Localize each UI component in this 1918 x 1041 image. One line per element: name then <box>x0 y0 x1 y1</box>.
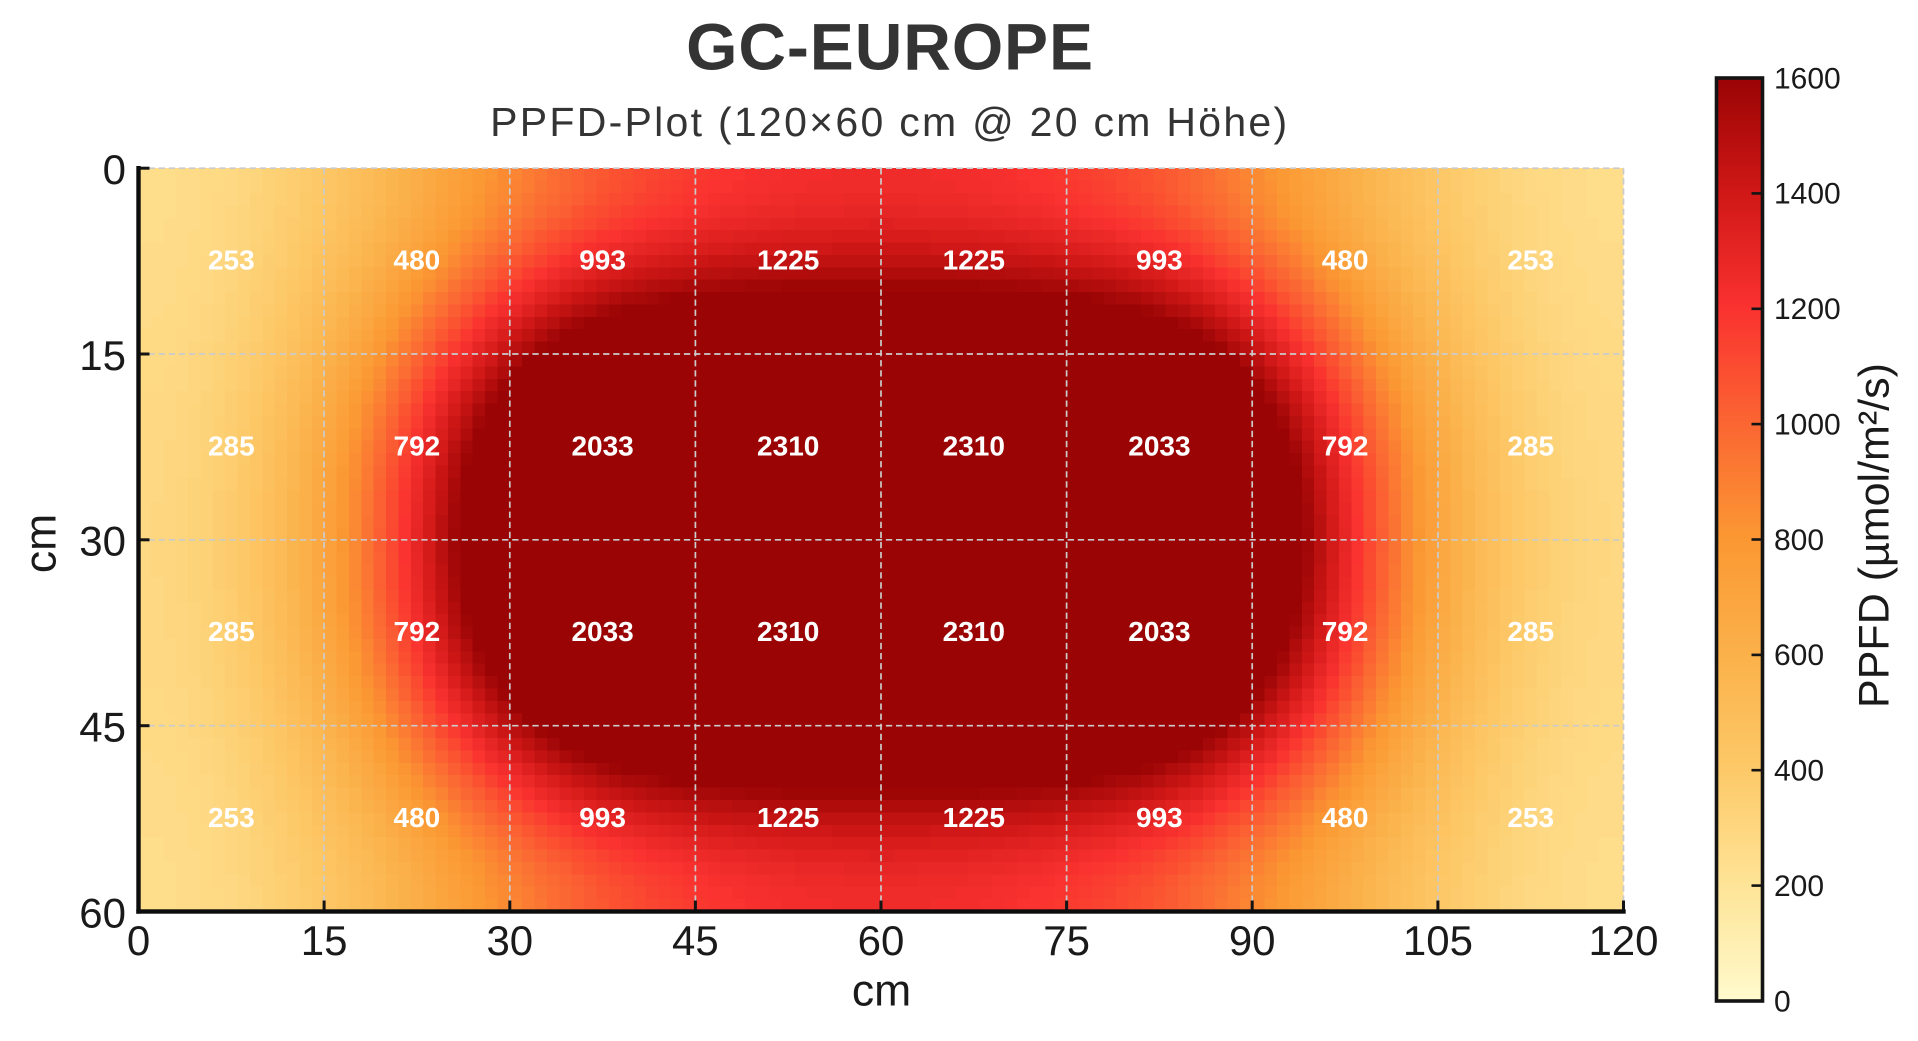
svg-text:2310: 2310 <box>943 616 1005 647</box>
svg-text:2310: 2310 <box>943 430 1005 461</box>
svg-text:2033: 2033 <box>1128 430 1190 461</box>
svg-text:30: 30 <box>79 518 126 565</box>
svg-text:105: 105 <box>1403 917 1473 964</box>
svg-text:PPFD-Plot (120×60 cm @ 20 cm H: PPFD-Plot (120×60 cm @ 20 cm Höhe) <box>490 99 1289 145</box>
svg-text:1225: 1225 <box>943 802 1005 833</box>
svg-text:1200: 1200 <box>1774 293 1841 326</box>
svg-text:1600: 1600 <box>1774 62 1841 95</box>
svg-text:60: 60 <box>858 917 905 964</box>
svg-text:cm: cm <box>852 967 911 1016</box>
svg-text:1000: 1000 <box>1774 408 1841 441</box>
svg-text:792: 792 <box>394 430 441 461</box>
svg-text:993: 993 <box>579 245 626 276</box>
svg-text:792: 792 <box>394 616 441 647</box>
svg-text:0: 0 <box>103 146 126 193</box>
svg-text:1225: 1225 <box>757 245 819 276</box>
svg-text:2310: 2310 <box>757 430 819 461</box>
svg-text:285: 285 <box>208 430 255 461</box>
svg-text:45: 45 <box>79 704 126 751</box>
svg-text:800: 800 <box>1774 524 1824 557</box>
svg-text:253: 253 <box>1507 802 1554 833</box>
svg-text:480: 480 <box>394 802 441 833</box>
svg-text:45: 45 <box>672 917 719 964</box>
svg-text:480: 480 <box>1322 802 1369 833</box>
svg-text:2033: 2033 <box>571 616 633 647</box>
svg-text:285: 285 <box>1507 430 1554 461</box>
svg-text:1225: 1225 <box>757 802 819 833</box>
svg-text:0: 0 <box>1774 985 1791 1018</box>
svg-text:480: 480 <box>1322 245 1369 276</box>
svg-text:15: 15 <box>301 917 348 964</box>
svg-text:285: 285 <box>208 616 255 647</box>
svg-text:GC-EUROPE: GC-EUROPE <box>686 10 1094 84</box>
svg-text:PPFD (µmol/m²/s): PPFD (µmol/m²/s) <box>1851 363 1899 708</box>
svg-text:993: 993 <box>1136 802 1183 833</box>
svg-text:792: 792 <box>1322 430 1369 461</box>
svg-text:1400: 1400 <box>1774 178 1841 211</box>
svg-text:75: 75 <box>1043 917 1090 964</box>
svg-text:2310: 2310 <box>757 616 819 647</box>
svg-text:253: 253 <box>208 802 255 833</box>
svg-text:30: 30 <box>486 917 533 964</box>
svg-text:15: 15 <box>79 332 126 379</box>
svg-text:253: 253 <box>208 245 255 276</box>
svg-text:0: 0 <box>127 917 150 964</box>
svg-text:253: 253 <box>1507 245 1554 276</box>
svg-text:285: 285 <box>1507 616 1554 647</box>
svg-text:cm: cm <box>17 514 66 573</box>
svg-text:480: 480 <box>394 245 441 276</box>
svg-text:993: 993 <box>579 802 626 833</box>
svg-text:90: 90 <box>1229 917 1276 964</box>
svg-text:200: 200 <box>1774 870 1824 903</box>
svg-text:2033: 2033 <box>1128 616 1190 647</box>
svg-text:120: 120 <box>1588 917 1658 964</box>
svg-text:60: 60 <box>79 889 126 936</box>
svg-text:600: 600 <box>1774 639 1824 672</box>
svg-text:2033: 2033 <box>571 430 633 461</box>
svg-text:400: 400 <box>1774 755 1824 788</box>
svg-text:993: 993 <box>1136 245 1183 276</box>
svg-text:1225: 1225 <box>943 245 1005 276</box>
svg-text:792: 792 <box>1322 616 1369 647</box>
